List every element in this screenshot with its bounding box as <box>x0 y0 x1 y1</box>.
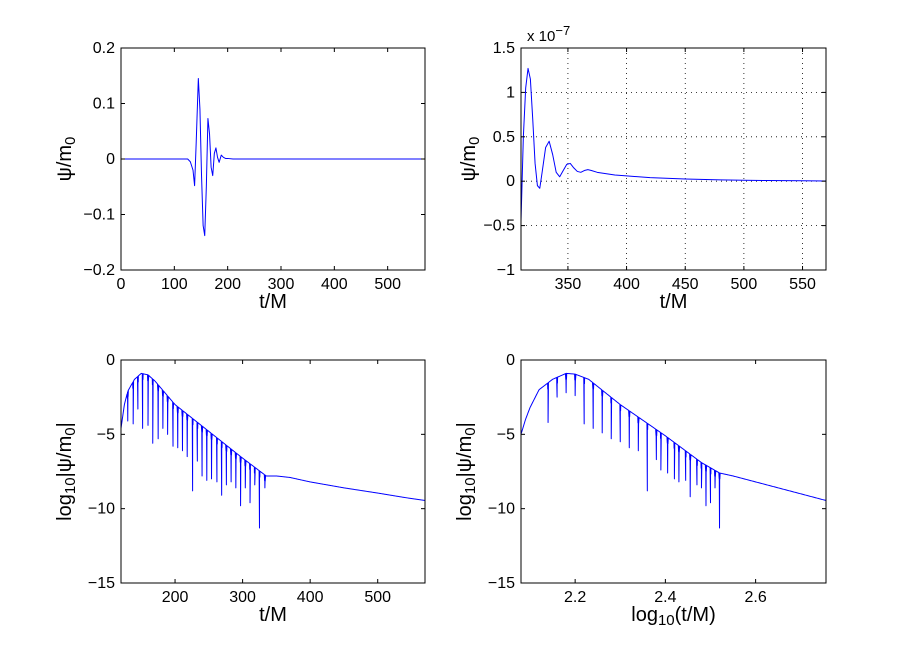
y-axis-label: ψ/m0 <box>458 137 483 182</box>
y-tick-label: −0.5 <box>483 218 515 235</box>
series-line <box>121 78 425 237</box>
x-axis-label: t/M <box>259 604 287 626</box>
x-axis-label: log10(t/M) <box>631 604 715 629</box>
y-axis-label-part: | <box>54 422 76 427</box>
y-axis-label: log10|ψ/m0| <box>54 422 79 521</box>
y-axis-label: log10|ψ/m0| <box>454 422 479 521</box>
x-tick-label: 500 <box>731 276 758 293</box>
y-tick-label: 0.5 <box>493 129 515 146</box>
plot-area <box>521 360 826 583</box>
axes-frame <box>520 47 827 271</box>
y-tick-label: −10 <box>88 501 115 518</box>
y-tick-label: 0 <box>506 352 515 369</box>
y-axis-label-part: |ψ/m <box>454 436 476 478</box>
x-tick-label: 500 <box>374 276 401 293</box>
y-tick-label: −1 <box>497 262 515 279</box>
y-tick-label: 1.5 <box>493 40 515 57</box>
y-axis-label-part: 0 <box>462 427 479 435</box>
y-tick-label: −15 <box>488 575 515 592</box>
y-axis-multiplier-part: x 10 <box>527 28 555 45</box>
y-axis-label-part: log <box>454 494 476 521</box>
y-axis-label-part: 0 <box>62 137 79 145</box>
x-axis-label-part: log <box>631 604 658 626</box>
subplot-top-right: 350 400 450 500 550−1−0.500.511.5t/Mψ/m0x 10… <box>458 23 827 313</box>
y-axis-label-part: 0 <box>466 137 483 145</box>
x-tick-label: 400 <box>613 276 640 293</box>
plot-area <box>521 48 826 270</box>
x-tick-label: 350 <box>555 276 582 293</box>
series-line <box>521 67 826 222</box>
axes-frame <box>520 359 827 584</box>
x-tick-label: 550 <box>789 276 816 293</box>
x-axis-label: t/M <box>660 291 688 313</box>
y-tick-label: 1 <box>506 84 515 101</box>
y-tick-label: −15 <box>88 575 115 592</box>
y-tick-label: −5 <box>497 426 515 443</box>
y-axis-multiplier: x 10−7 <box>527 23 570 45</box>
y-axis-label: ψ/m0 <box>54 137 79 182</box>
y-axis-label-part: ψ/m <box>458 145 480 181</box>
y-tick-label: −0.2 <box>83 262 115 279</box>
x-tick-label: 2.2 <box>564 589 586 606</box>
x-tick-label: 500 <box>364 589 391 606</box>
x-tick-label: 300 <box>229 589 256 606</box>
x-tick-label: 450 <box>672 276 699 293</box>
y-tick-label: −0.1 <box>83 207 115 224</box>
x-tick-label: 300 <box>268 276 295 293</box>
y-tick-label: 0.1 <box>93 96 115 113</box>
x-tick-label: 200 <box>162 589 189 606</box>
y-axis-multiplier-part: −7 <box>555 23 570 38</box>
subplot-top-left: 0 100 200 300 400 500−0.2−0.100.10.2t/Mψ/m0 <box>54 40 426 313</box>
y-tick-label: 0.2 <box>93 40 115 57</box>
x-tick-label: 2.6 <box>744 589 766 606</box>
y-tick-label: 0 <box>106 151 115 168</box>
y-axis-label-part: | <box>454 422 476 427</box>
series-line <box>521 372 826 529</box>
y-tick-label: −5 <box>97 426 115 443</box>
y-axis-label-part: 10 <box>62 477 79 494</box>
y-tick-label: −10 <box>488 501 515 518</box>
x-tick-label: 400 <box>297 589 324 606</box>
x-tick-label: 2.4 <box>654 589 676 606</box>
y-tick-label: 0 <box>506 173 515 190</box>
x-tick-label: 200 <box>214 276 241 293</box>
y-tick-label: 0 <box>106 352 115 369</box>
x-tick-label: 100 <box>161 276 188 293</box>
series-line <box>121 372 425 529</box>
x-tick-label: 0 <box>117 276 126 293</box>
x-axis-label-part: 10 <box>658 612 675 629</box>
x-axis-label: t/M <box>259 291 287 313</box>
y-axis-label-part: log <box>54 494 76 521</box>
x-axis-label-part: (t/M) <box>675 604 716 626</box>
x-tick-label: 400 <box>321 276 348 293</box>
axes-frame <box>120 359 426 584</box>
y-axis-label-part: 10 <box>462 477 479 494</box>
y-axis-label-part: |ψ/m <box>54 436 76 478</box>
y-axis-label-part: 0 <box>62 427 79 435</box>
y-axis-label-part: ψ/m <box>54 145 76 181</box>
plot-area <box>121 360 425 583</box>
